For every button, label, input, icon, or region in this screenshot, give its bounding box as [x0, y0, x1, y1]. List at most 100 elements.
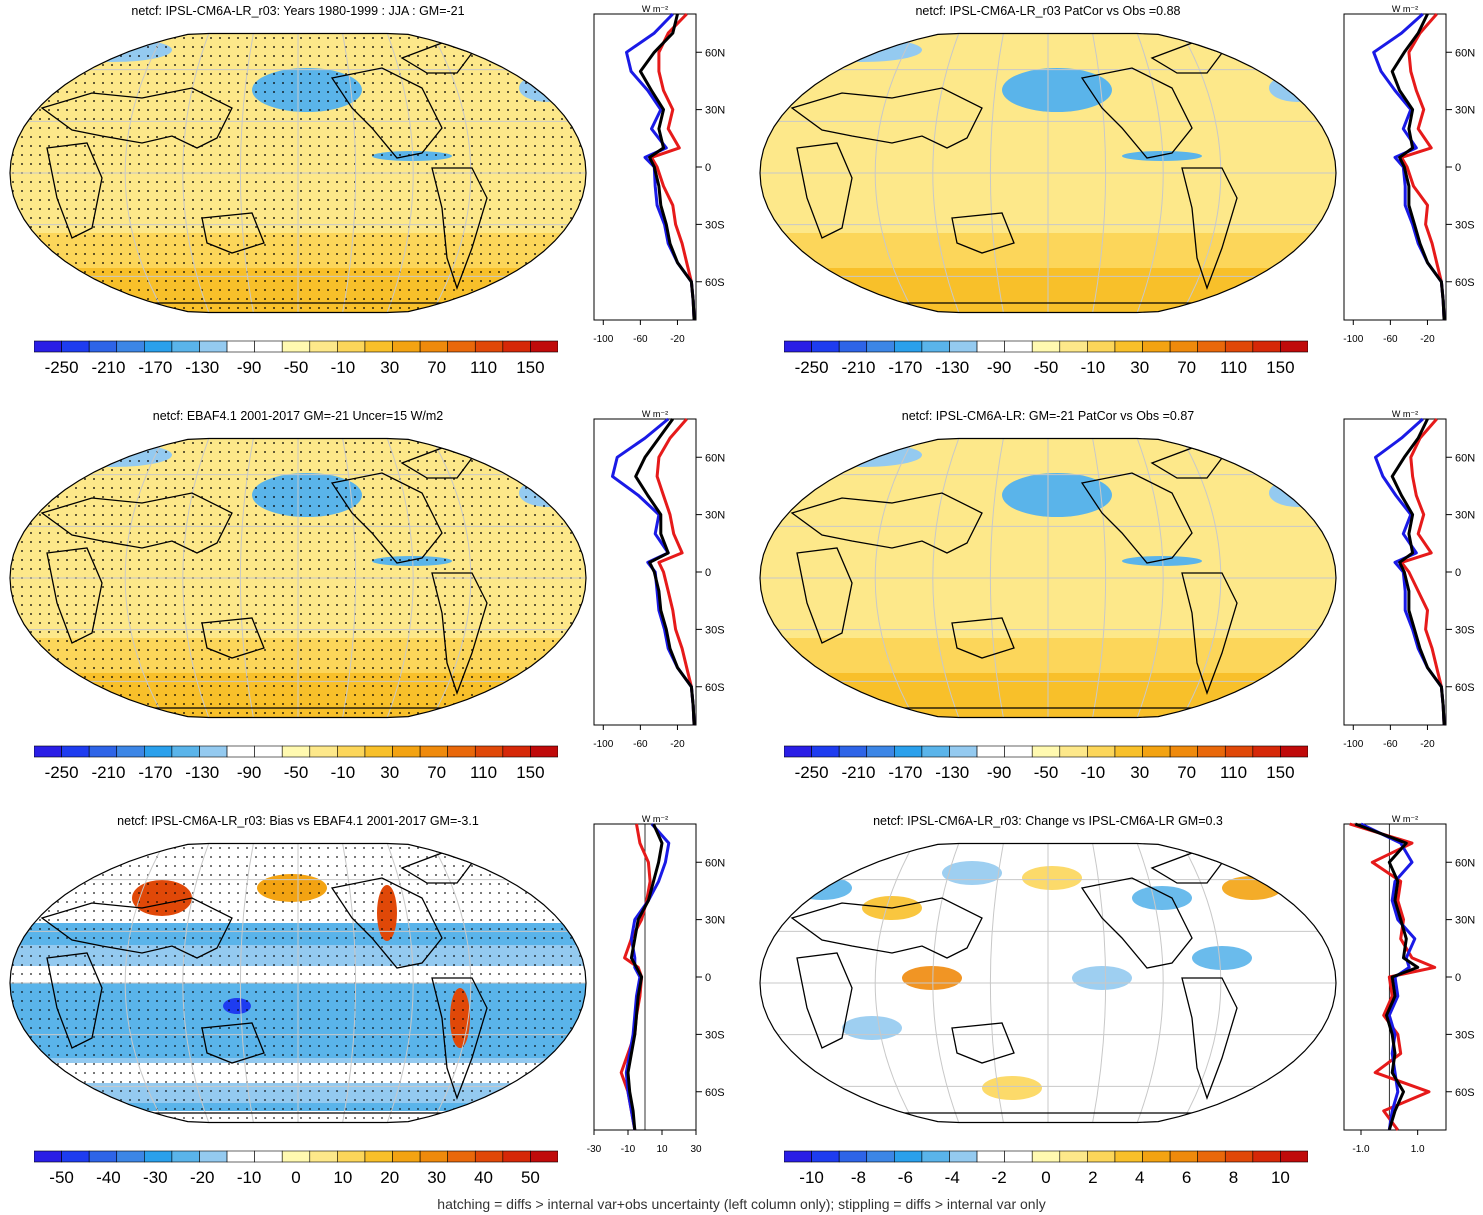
- colorbar-swatch: [894, 1150, 923, 1163]
- colorbar-swatch: [1114, 340, 1143, 353]
- colorbar-tick-label: -10: [237, 1168, 262, 1187]
- colorbar-tick-label: 8: [1229, 1168, 1238, 1187]
- colorbar-swatch: [1169, 340, 1198, 353]
- lat-tick-label: 60S: [705, 277, 725, 289]
- lat-tick-label: 30S: [705, 624, 725, 636]
- panel-title: netcf: IPSL-CM6A-LR_r03: Years 1980-1999…: [131, 4, 465, 18]
- graticule-meridian: [989, 438, 1006, 718]
- continent-outline: [1080, 472, 1193, 564]
- panel-title: netcf: IPSL-CM6A-LR_r03 PatCor vs Obs =0…: [915, 4, 1181, 18]
- graticule-meridian: [340, 438, 357, 718]
- colorbar-swatch: [530, 340, 558, 353]
- lat-tick-label: 60S: [705, 1087, 725, 1099]
- colorbar-swatch: [1169, 1150, 1198, 1163]
- robinson-map: [9, 32, 587, 314]
- zonal-series-blue: [624, 823, 671, 1131]
- colorbar-swatch: [61, 1150, 90, 1163]
- continent-outline: [790, 492, 983, 554]
- map-border: [9, 437, 587, 719]
- graticule-meridian: [932, 843, 963, 1123]
- zonal-frame: [593, 418, 697, 726]
- colorbar-swatch: [1280, 745, 1308, 758]
- change-patch: [1022, 866, 1082, 890]
- panel-title: netcf: EBAF4.1 2001-2017 GM=-21 Uncer=15…: [152, 409, 444, 423]
- colorbar-tick-label: -10: [1081, 358, 1106, 377]
- zonal-frame: [1343, 418, 1447, 726]
- colorbar-swatch: [1224, 340, 1254, 353]
- x-tick-label: 30: [690, 1144, 702, 1155]
- map-field: [10, 33, 586, 313]
- x-tick-label: -10: [621, 1144, 636, 1155]
- continent-outline: [790, 897, 983, 959]
- colorbar-swatch: [1280, 340, 1308, 353]
- graticule: [760, 438, 1336, 718]
- colorbar-swatch: [949, 1150, 978, 1163]
- graticule-meridian: [1090, 33, 1107, 313]
- colorbar-tick-label: 30: [380, 763, 399, 782]
- colorbar-tick-label: 10: [1271, 1168, 1290, 1187]
- continent-outline: [790, 87, 983, 149]
- zonal-unit-label: W m⁻²: [1392, 814, 1418, 824]
- lat-tick-label: 30N: [1455, 510, 1475, 522]
- colorbar-tick-label: -2: [992, 1168, 1007, 1187]
- graticule-meridian: [874, 438, 919, 718]
- colorbar-tick-label: -170: [888, 763, 922, 782]
- colorbar-swatch: [1280, 1150, 1308, 1163]
- graticule-meridian: [182, 33, 213, 313]
- lat-tick-label: 60S: [1455, 682, 1475, 694]
- colorbar-tick-label: 110: [1220, 763, 1247, 782]
- colorbar-swatch: [199, 340, 228, 353]
- colorbar-swatch: [144, 745, 173, 758]
- continent-outline: [400, 42, 474, 74]
- colorbar-swatch: [144, 1150, 173, 1163]
- lat-tick-label: 30S: [705, 219, 725, 231]
- colorbar-swatch: [1004, 745, 1033, 758]
- colorbar-tick-label: -20: [190, 1168, 215, 1187]
- colorbar-swatch: [1114, 1150, 1143, 1163]
- lat-tick-label: 60N: [1455, 452, 1475, 464]
- colorbar-swatch: [1197, 1150, 1226, 1163]
- colorbar-tick-label: 70: [427, 358, 446, 377]
- colorbar-swatch: [1087, 1150, 1116, 1163]
- colorbar-swatch: [281, 745, 311, 758]
- colorbar-swatch: [309, 340, 338, 353]
- lat-tick-label: 0: [1455, 972, 1461, 984]
- colorbar-swatch: [144, 340, 173, 353]
- colorbar-swatch: [34, 745, 62, 758]
- zonal-series-black: [626, 823, 664, 1131]
- footnote: hatching = diffs > internal var+obs unce…: [437, 1196, 1046, 1212]
- continent-outline: [1080, 877, 1193, 969]
- colorbar-tick-label: -50: [49, 1168, 74, 1187]
- colorbar-tick-label: -250: [45, 763, 79, 782]
- colorbar-tick-label: 110: [1220, 358, 1247, 377]
- lat-tick-label: 30N: [705, 915, 725, 927]
- zonal-mean-plot: W m⁻² 60N 30N 0 30S 60S -100 -60 -20: [593, 4, 725, 345]
- colorbar-swatch: [34, 1150, 62, 1163]
- lat-tick-label: 0: [705, 972, 711, 984]
- continent-outline: [400, 852, 474, 884]
- colorbar-swatch: [88, 340, 118, 353]
- colorbar-swatch: [784, 745, 812, 758]
- robinson-map: [9, 842, 587, 1124]
- graticule-meridian: [989, 33, 1006, 313]
- robinson-map: [759, 842, 1337, 1124]
- colorbar-swatch: [226, 745, 255, 758]
- lat-tick-label: 30S: [1455, 624, 1475, 636]
- colorbar-swatch: [976, 745, 1005, 758]
- continent-outline: [46, 952, 103, 1049]
- graticule-meridian: [182, 843, 213, 1123]
- colorbar-tick-label: 6: [1182, 1168, 1191, 1187]
- zonal-mean-plot: W m⁻² 60N 30N 0 30S 60S -1.0 1.0: [1343, 814, 1475, 1155]
- panel-3: netcf: EBAF4.1 2001-2017 GM=-21 Uncer=15…: [0, 405, 740, 805]
- n-pacific-low: [1002, 473, 1112, 517]
- colorbar-tick-label: 0: [291, 1168, 300, 1187]
- panel-4: netcf: IPSL-CM6A-LR: GM=-21 PatCor vs Ob…: [750, 405, 1483, 805]
- zonal-unit-label: W m⁻²: [1392, 4, 1418, 14]
- map-border: [9, 842, 587, 1124]
- colorbar-swatch: [226, 1150, 255, 1163]
- x-tick-label: -100: [593, 739, 613, 750]
- colorbar-swatch: [530, 745, 558, 758]
- colorbar-swatch: [1197, 340, 1226, 353]
- continent-outline: [330, 877, 443, 969]
- map-field: [760, 843, 1336, 1123]
